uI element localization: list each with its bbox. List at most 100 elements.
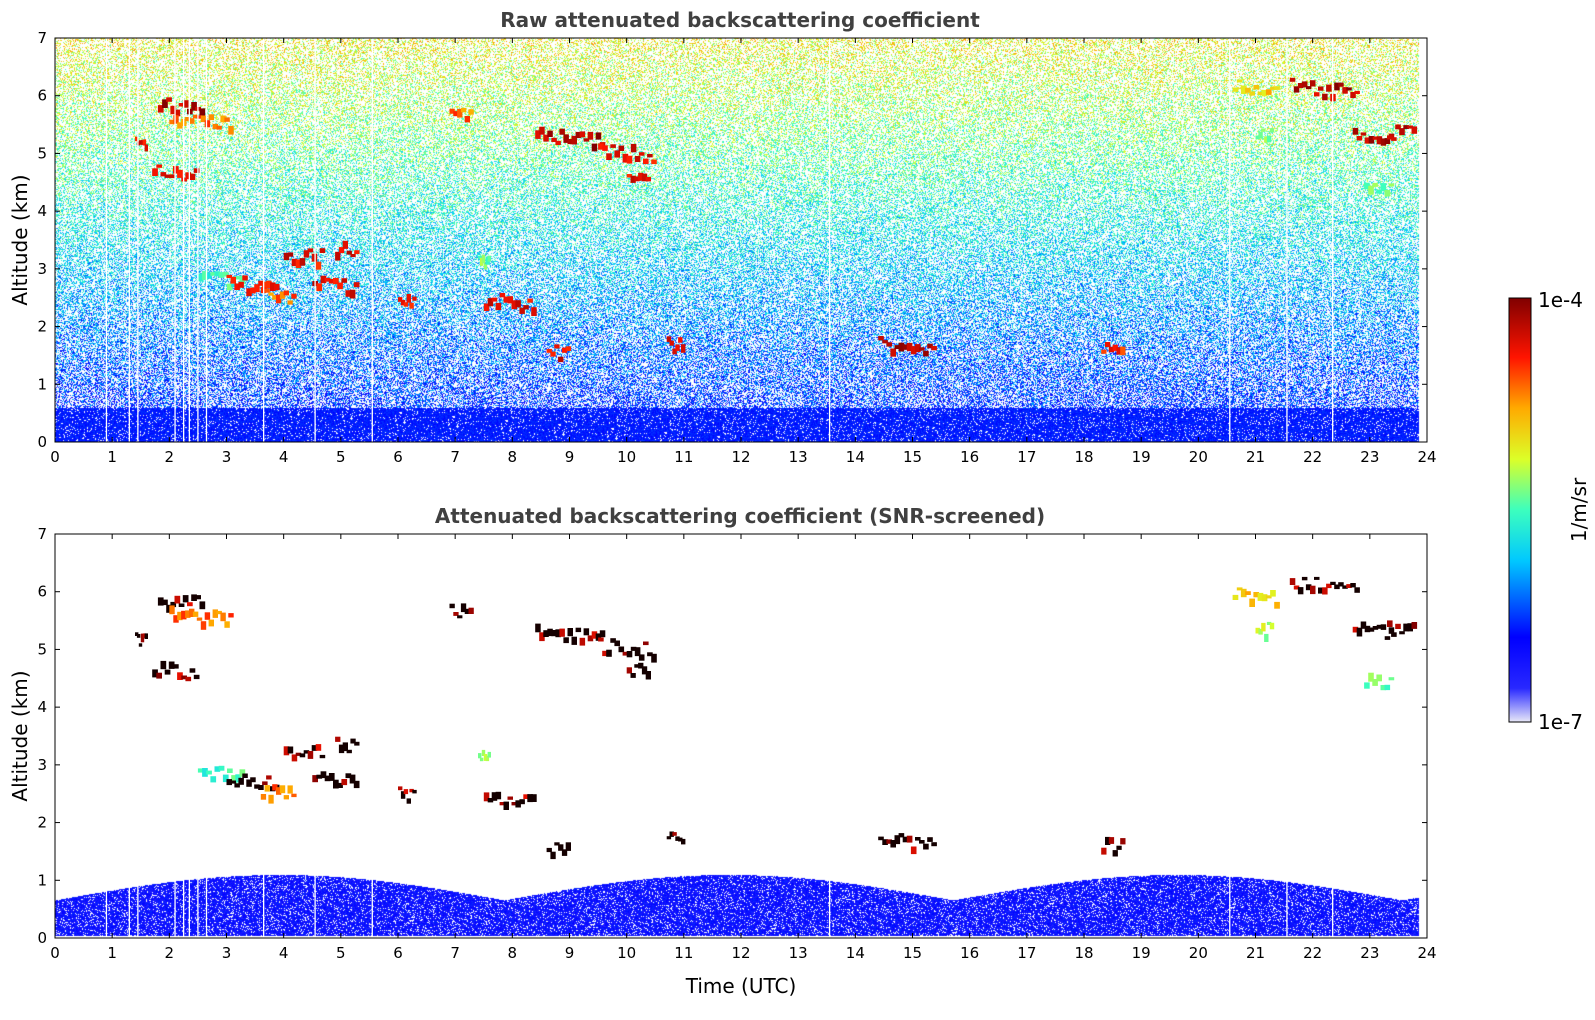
- cloud-cell: [1293, 86, 1300, 93]
- cloud-cell: [1326, 583, 1332, 589]
- cloud-cell: [196, 115, 203, 119]
- cloud-cell: [1342, 87, 1348, 94]
- cloud-cell: [266, 280, 272, 289]
- cloud-cell: [185, 676, 192, 682]
- cloud-cell: [610, 144, 616, 148]
- cloud-cell: [140, 140, 145, 145]
- cloud-cell: [626, 174, 632, 178]
- cloud-cell: [283, 795, 289, 800]
- cloud-cell: [160, 660, 167, 670]
- cloud-cell: [1384, 684, 1391, 691]
- cloud-cell: [1368, 627, 1375, 632]
- cloud-cell: [606, 153, 612, 160]
- cloud-cell: [561, 347, 568, 353]
- cloud-cell: [1380, 685, 1387, 691]
- cloud-cell: [1395, 124, 1401, 130]
- cloud-cell: [1368, 136, 1375, 144]
- cloud-cell: [1334, 82, 1340, 91]
- cloud-cell: [546, 847, 552, 853]
- x-tick-label: 7: [450, 448, 460, 466]
- cloud-feature: [878, 833, 937, 855]
- cloud-cell: [1265, 89, 1272, 95]
- cloud-cell: [187, 602, 193, 607]
- cloud-cell: [669, 340, 674, 346]
- cloud-cell: [563, 134, 569, 143]
- cloud-cell: [152, 669, 158, 678]
- cloud-cell: [1350, 583, 1356, 588]
- cloud-cell: [1326, 84, 1332, 92]
- cloud-feature: [598, 637, 657, 663]
- x-tick-label: 23: [1360, 448, 1379, 466]
- cloud-cell: [138, 140, 143, 145]
- cloud-cell: [910, 346, 917, 355]
- cloud-cell: [634, 647, 641, 657]
- cloud-cell: [333, 277, 339, 285]
- cloud-feature: [478, 749, 491, 762]
- cloud-cell: [1269, 622, 1275, 630]
- x-tick-label: 14: [846, 448, 865, 466]
- cloud-cell: [565, 842, 571, 851]
- cloud-cell: [515, 800, 521, 808]
- cloud-cell: [1388, 677, 1395, 681]
- cloud-cell: [919, 347, 925, 351]
- cloud-cell: [238, 281, 244, 288]
- cloud-cell: [1101, 847, 1107, 855]
- cloud-cell: [307, 751, 314, 759]
- cloud-cell: [140, 633, 145, 643]
- screened-heatmap-area: [55, 534, 1427, 938]
- cloud-cell: [224, 117, 230, 122]
- cloud-cell: [400, 791, 406, 799]
- cloud-cell: [400, 300, 406, 306]
- cloud-cell: [1301, 81, 1308, 88]
- cloud-cell: [587, 635, 594, 642]
- cloud-cell: [491, 297, 498, 302]
- cloud-cell: [567, 628, 573, 637]
- cloud-cell: [1368, 185, 1374, 195]
- raw-panel-y-axis-label: Altitude (km): [8, 174, 32, 305]
- cloud-cell: [499, 802, 506, 806]
- cloud-cell: [222, 774, 229, 783]
- cloud-cell: [575, 627, 582, 633]
- cloud-cell: [250, 287, 256, 294]
- cloud-cell: [626, 667, 632, 674]
- cloud-cell: [177, 672, 183, 680]
- cloud-feature: [283, 744, 326, 762]
- cloud-cell: [258, 280, 264, 286]
- cloud-cell: [353, 780, 360, 789]
- cloud-cell: [311, 745, 318, 751]
- cloud-cell: [464, 116, 470, 123]
- cloud-cell: [1257, 592, 1264, 601]
- cloud-cell: [599, 630, 606, 638]
- cloud-cell: [276, 787, 282, 795]
- y-tick-label: 6: [37, 87, 47, 105]
- cloud-cell: [238, 777, 244, 785]
- cloud-cell: [349, 289, 356, 299]
- cloud-cell: [287, 252, 294, 257]
- cloud-cell: [539, 632, 545, 642]
- cloud-cell: [1352, 626, 1359, 633]
- cloud-cell: [479, 757, 484, 762]
- cloud-cell: [234, 283, 240, 290]
- cloud-cell: [182, 595, 189, 603]
- cloud-cell: [1269, 128, 1275, 133]
- cloud-cell: [1352, 127, 1359, 135]
- cloud-cell: [185, 172, 192, 180]
- cloud-cell: [1245, 591, 1251, 595]
- cloud-cell: [333, 779, 339, 789]
- cloud-cell: [1399, 631, 1405, 635]
- cloud-cell: [551, 630, 557, 637]
- cloud-cell: [595, 633, 602, 641]
- cloud-cell: [403, 789, 409, 795]
- cloud-cell: [1322, 93, 1328, 101]
- cloud-cell: [531, 307, 537, 316]
- cloud-cell: [319, 248, 326, 253]
- y-tick-label: 5: [37, 144, 47, 162]
- cloud-cell: [1350, 92, 1356, 99]
- cloud-cell: [1314, 92, 1320, 97]
- cloud-cell: [487, 751, 491, 758]
- cloud-cell: [587, 131, 594, 140]
- cloud-cell: [487, 298, 494, 307]
- cloud-cell: [197, 768, 204, 773]
- cloud-feature: [197, 765, 246, 784]
- cloud-cell: [246, 779, 252, 787]
